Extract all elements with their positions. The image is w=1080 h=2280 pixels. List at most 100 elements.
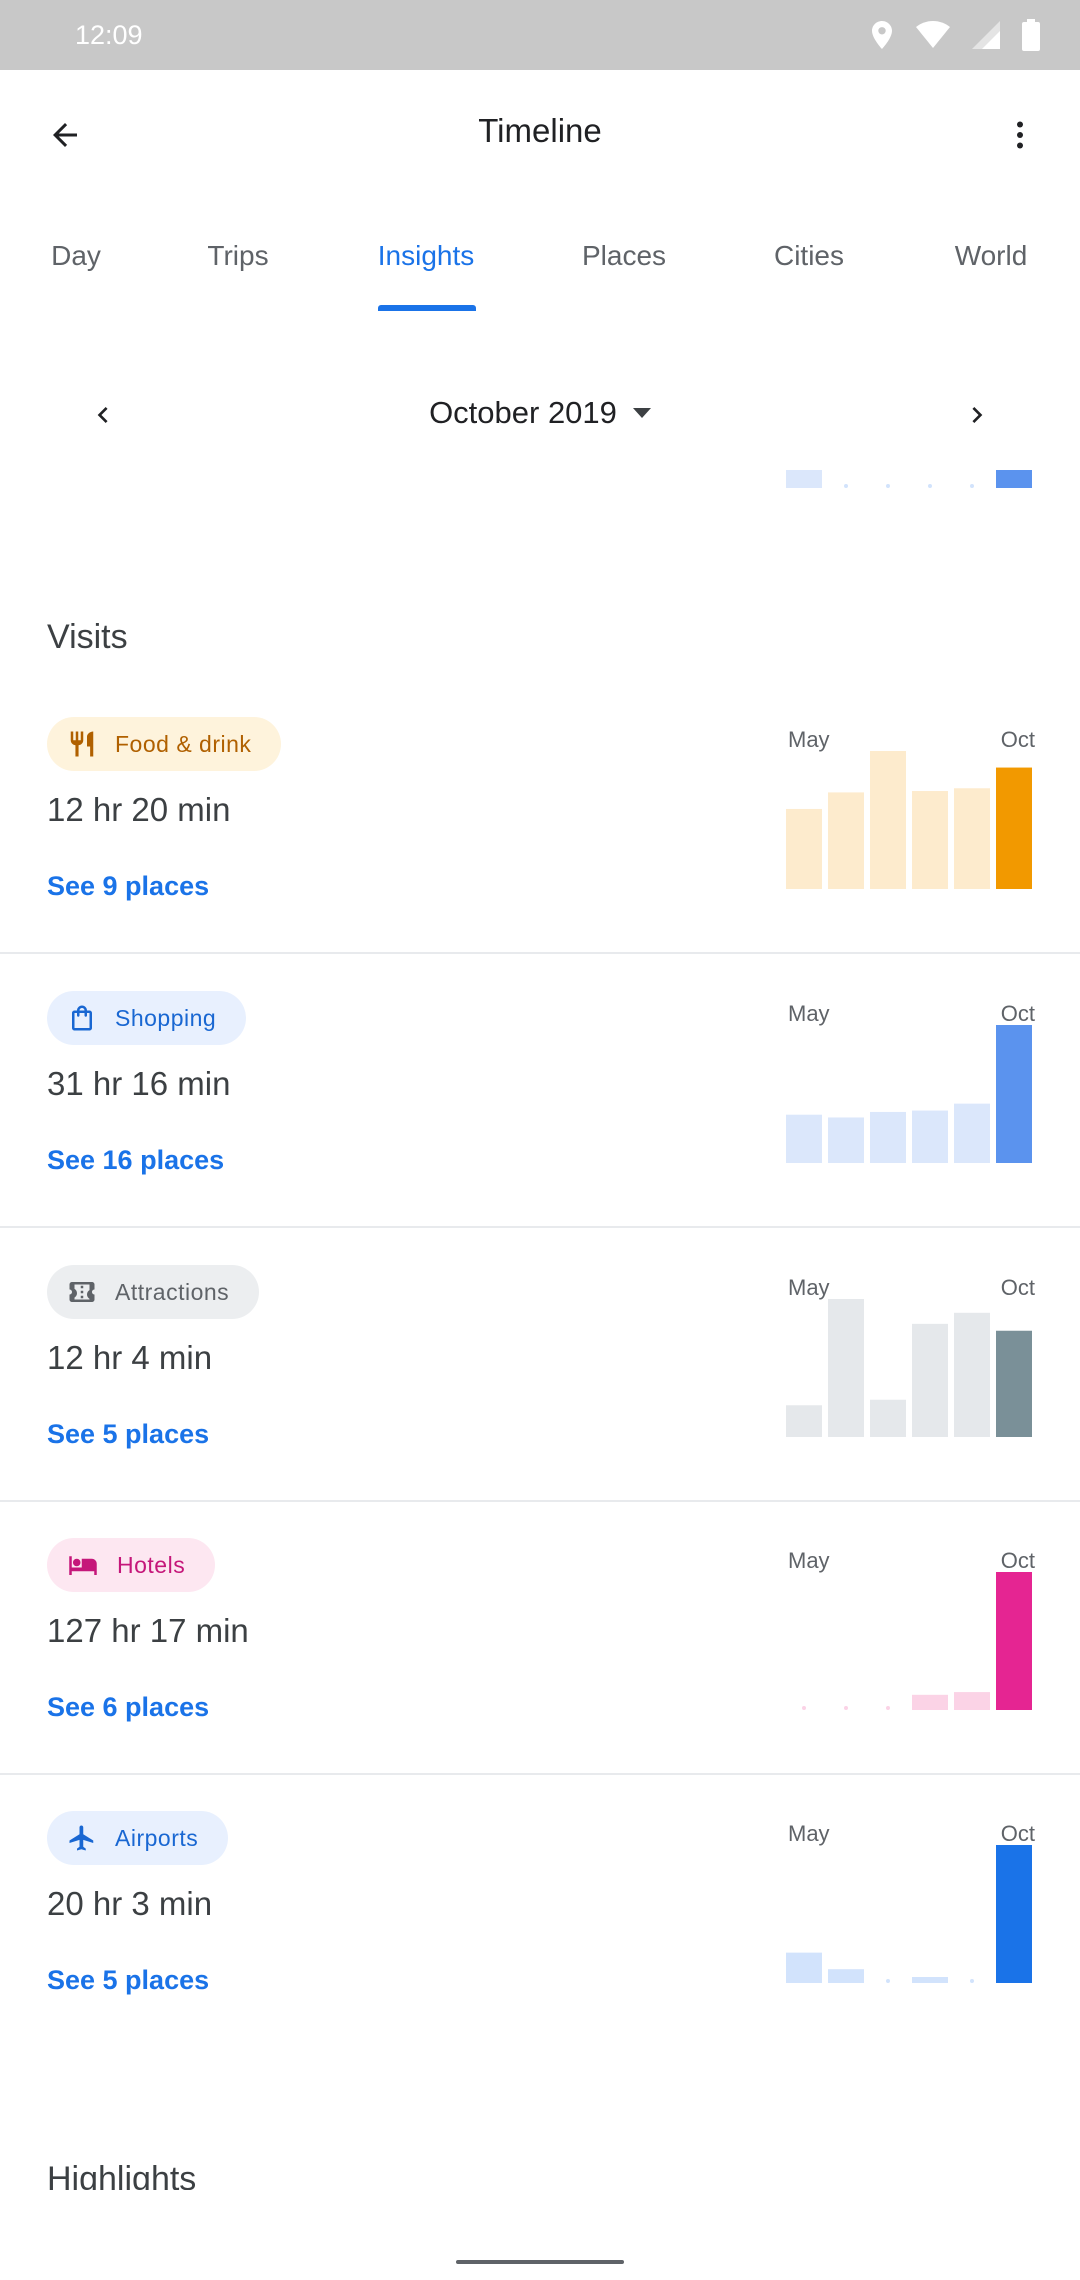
visit-card-attractions[interactable]: Attractions 12 hr 4 min See 5 places May… — [0, 1229, 1080, 1502]
chevron-right-icon — [972, 407, 983, 423]
chart-bar — [954, 1692, 990, 1710]
gesture-nav-handle[interactable] — [456, 2260, 624, 2264]
chart-bar — [954, 1312, 990, 1437]
chart-bar — [828, 792, 864, 889]
chart-empty-dot — [886, 484, 890, 488]
chart-end-label: Oct — [1000, 727, 1035, 752]
category-name: Food & drink — [115, 730, 252, 757]
restaurant-icon — [70, 731, 94, 757]
previous-month-button[interactable] — [68, 380, 138, 450]
chart-bar — [912, 1977, 948, 1983]
chart-end-label: Oct — [1000, 1275, 1035, 1300]
tab-places[interactable]: Places — [581, 240, 667, 271]
category-chip-airports: Airports — [47, 1811, 229, 1865]
visit-card-food-drink[interactable]: Food & drink 12 hr 20 min See 9 places M… — [0, 681, 1080, 954]
signal-icon — [972, 21, 1000, 49]
chart-bar — [996, 470, 1032, 488]
chart-start-label: May — [788, 727, 830, 752]
chart-bar — [996, 1330, 1032, 1437]
chart-bar — [996, 1572, 1032, 1710]
chart-empty-dot — [886, 1979, 890, 1983]
back-button[interactable] — [30, 100, 100, 170]
category-name: Shopping — [115, 1004, 217, 1031]
chart-bar — [828, 1299, 864, 1437]
airports-chart — [786, 1845, 1032, 1983]
tab-day[interactable]: Day — [51, 240, 101, 271]
chart-end-label: Oct — [1000, 1548, 1035, 1573]
attractions-chart — [786, 1299, 1032, 1437]
hotel-bed-icon — [69, 1556, 97, 1575]
chart-bar — [786, 1114, 822, 1163]
battery-icon — [1022, 19, 1040, 51]
active-tab-indicator — [378, 305, 476, 311]
chart-end-label: Oct — [1000, 1821, 1035, 1846]
chart-empty-dot — [970, 484, 974, 488]
chart-bar — [870, 751, 906, 889]
see-places-link[interactable]: See 5 places — [47, 1419, 210, 1449]
tab-cities[interactable]: Cities — [773, 240, 845, 271]
chart-bar — [996, 767, 1032, 889]
chart-bar — [912, 1694, 948, 1710]
app-bar: Timeline — [0, 70, 1080, 195]
month-label: October 2019 — [429, 395, 617, 430]
chart-bar — [954, 788, 990, 889]
shopping-chart — [786, 1025, 1032, 1163]
chevron-left-icon — [97, 407, 108, 423]
food-drink-chart — [786, 751, 1032, 889]
see-places-link[interactable]: See 6 places — [47, 1692, 210, 1722]
chart-start-label: May — [788, 1548, 830, 1573]
hotels-chart — [802, 1572, 1032, 1710]
category-duration: 127 hr 17 min — [47, 1612, 249, 1649]
wifi-icon — [916, 21, 950, 48]
chart-bar — [870, 1111, 906, 1163]
category-chip-food-drink: Food & drink — [47, 717, 282, 771]
see-places-link[interactable]: See 5 places — [47, 1965, 210, 1995]
page-title: Timeline — [478, 112, 602, 149]
see-places-link[interactable]: See 16 places — [47, 1145, 225, 1175]
more-vert-icon — [1017, 121, 1023, 149]
visit-card-shopping[interactable]: Shopping 31 hr 16 min See 16 places May … — [0, 955, 1080, 1228]
visits-title: Visits — [47, 618, 128, 656]
chart-empty-dot — [844, 484, 848, 488]
chart-bar — [828, 1117, 864, 1163]
chart-bar — [954, 1103, 990, 1163]
tab-world[interactable]: World — [954, 240, 1028, 271]
month-selector: October 2019 — [0, 360, 1080, 460]
tab-insights[interactable]: Insights — [377, 240, 475, 271]
chart-empty-dot — [802, 1706, 806, 1710]
see-places-link[interactable]: See 9 places — [47, 871, 210, 901]
chart-bar — [912, 1323, 948, 1437]
airplane-icon — [69, 1825, 94, 1851]
ticket-icon — [69, 1282, 95, 1302]
month-dropdown[interactable]: October 2019 — [0, 395, 1080, 431]
insights-content[interactable]: Visits Food & drink 12 hr 20 min See 9 p… — [0, 470, 1080, 2190]
visit-card-hotels[interactable]: Hotels 127 hr 17 min See 6 places May Oc… — [0, 1502, 1080, 1775]
chart-start-label: May — [788, 1001, 830, 1026]
category-chip-hotels: Hotels — [47, 1538, 216, 1592]
category-duration: 20 hr 3 min — [47, 1885, 213, 1922]
arrow-drop-down-icon — [632, 407, 651, 418]
chart-bar — [786, 808, 822, 889]
status-time: 12:09 — [75, 20, 143, 50]
chart-start-label: May — [788, 1821, 830, 1846]
chart-start-label: May — [788, 1275, 830, 1300]
chart-bar — [786, 1405, 822, 1437]
more-options-button[interactable] — [985, 100, 1055, 170]
category-duration: 12 hr 4 min — [47, 1339, 213, 1376]
chart-bar — [786, 1952, 822, 1983]
category-duration: 31 hr 16 min — [47, 1065, 231, 1102]
visit-card-airports[interactable]: Airports 20 hr 3 min See 5 places May Oc… — [0, 1775, 1080, 2048]
chart-empty-dot — [844, 1706, 848, 1710]
arrow-back-icon — [53, 123, 77, 147]
previous-section-chart — [786, 470, 1032, 488]
chart-bar — [912, 1110, 948, 1163]
next-month-button[interactable] — [942, 380, 1012, 450]
category-chip-shopping: Shopping — [47, 991, 247, 1045]
tab-trips[interactable]: Trips — [207, 240, 269, 271]
category-chip-attractions: Attractions — [47, 1265, 260, 1319]
category-name: Airports — [115, 1824, 199, 1851]
status-icons — [870, 16, 1040, 54]
chart-bar — [996, 1845, 1032, 1983]
chart-bar — [996, 1025, 1032, 1163]
location-icon — [872, 21, 892, 49]
